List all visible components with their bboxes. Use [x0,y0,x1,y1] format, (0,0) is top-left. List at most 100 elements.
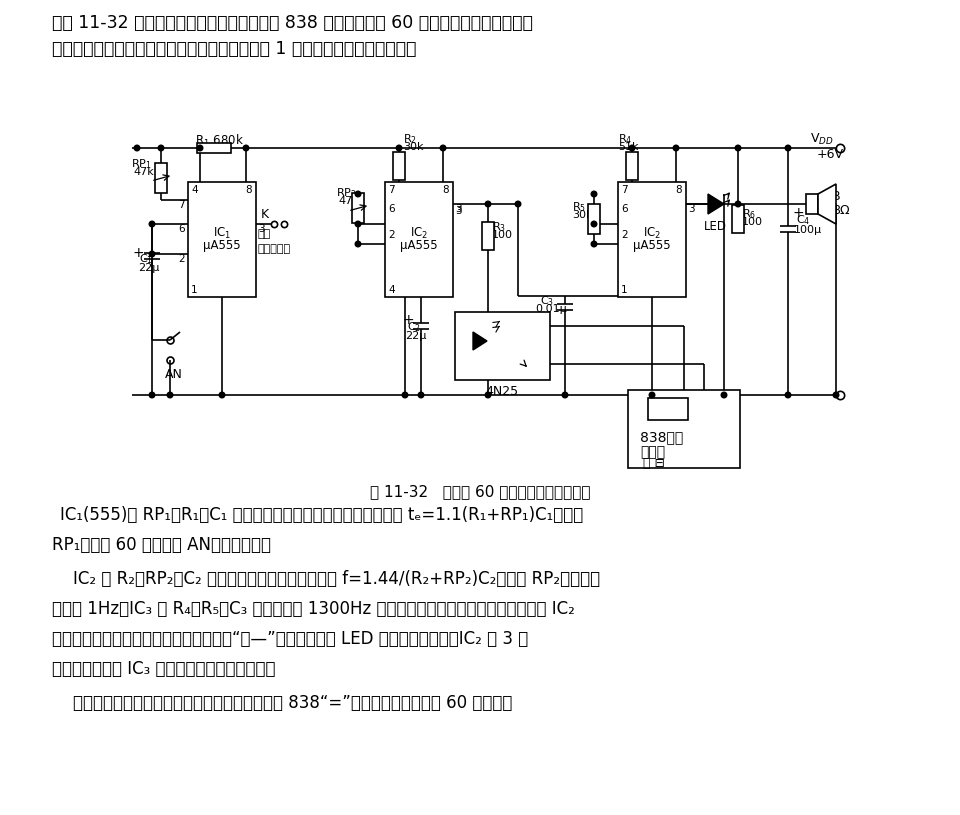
Bar [626,152,638,180]
Text: C$_4$: C$_4$ [796,213,810,227]
Bar [385,182,453,297]
Text: 3: 3 [688,204,695,214]
Text: 6: 6 [621,204,628,214]
Text: 47k: 47k [338,196,359,206]
Text: B: B [832,190,841,203]
Text: 器等号: 器等号 [640,445,665,459]
Circle shape [402,392,408,398]
Text: 4N25: 4N25 [486,385,518,398]
Circle shape [591,241,597,247]
Text: 3: 3 [455,206,462,216]
Text: R$_5$: R$_5$ [572,200,587,214]
Bar [628,390,740,468]
Text: 2: 2 [178,254,184,264]
Text: LED: LED [704,220,727,233]
Text: 3: 3 [258,224,265,234]
Circle shape [158,145,164,151]
Circle shape [149,221,155,227]
Text: R$_1$ 680k: R$_1$ 680k [195,133,244,149]
Text: 838计算: 838计算 [640,430,684,444]
Text: K: K [261,208,269,221]
Text: +6V: +6V [817,148,844,161]
Circle shape [516,201,520,207]
Text: 22μ: 22μ [138,263,159,273]
Text: V$_{DD}$: V$_{DD}$ [810,132,833,147]
Text: 100: 100 [492,230,513,240]
Circle shape [485,201,491,207]
Text: 键 ⊟: 键 ⊟ [643,457,665,470]
Text: 0.01μ: 0.01μ [535,304,566,314]
Text: 4: 4 [191,185,198,195]
Text: +: + [402,313,414,327]
Circle shape [673,145,679,151]
Text: 8Ω: 8Ω [832,204,850,217]
Circle shape [197,145,203,151]
Circle shape [785,392,791,398]
Text: 100μ: 100μ [794,225,822,235]
Circle shape [243,145,249,151]
Bar [197,143,231,153]
Bar [618,182,686,297]
Bar [482,222,494,250]
Circle shape [833,392,839,398]
Text: AN: AN [165,368,182,381]
Text: 1: 1 [191,285,198,295]
Circle shape [441,145,445,151]
Circle shape [419,392,423,398]
Bar [393,152,405,180]
Text: +: + [793,206,804,220]
Circle shape [355,241,361,247]
Text: 6: 6 [178,224,184,234]
Text: IC$_1$: IC$_1$ [213,226,231,240]
Text: 7: 7 [621,185,628,195]
Text: 长时间计时: 长时间计时 [258,244,291,254]
Text: R$_4$: R$_4$ [618,132,633,146]
Circle shape [355,221,361,227]
Text: C$_1$: C$_1$ [139,252,153,266]
Text: 定时: 定时 [258,229,272,239]
Text: IC$_2$: IC$_2$ [643,226,661,240]
Text: IC$_2$: IC$_2$ [410,226,428,240]
Circle shape [396,145,402,151]
Circle shape [563,392,567,398]
Circle shape [591,192,597,196]
Polygon shape [818,184,836,224]
Text: 图 11-32   竞赛用 60 秒声光数字计时器电路: 图 11-32 竞赛用 60 秒声光数字计时器电路 [370,484,590,499]
Text: 3: 3 [455,204,462,214]
Text: 7: 7 [388,185,395,195]
Text: 器、光电耦合器和音响电路组成。用于智力竞赛 1 分钟抢答计时或其他场合。: 器、光电耦合器和音响电路组成。用于智力竞赛 1 分钟抢答计时或其他场合。 [52,40,417,58]
Text: μA555: μA555 [400,240,438,253]
Text: μA555: μA555 [204,240,241,253]
Circle shape [149,251,155,257]
Circle shape [134,145,140,151]
Text: 100: 100 [742,217,763,227]
Text: 7: 7 [178,200,184,210]
Polygon shape [473,332,487,350]
Polygon shape [708,194,724,214]
Bar [352,193,364,223]
Circle shape [167,392,173,398]
Circle shape [649,392,655,398]
Text: +: + [133,246,145,260]
Bar [648,398,688,420]
Text: 22μ: 22μ [405,331,426,341]
Bar [806,194,818,214]
Circle shape [735,145,741,151]
Text: 6: 6 [388,204,395,214]
Circle shape [149,392,155,398]
Bar [732,205,744,233]
Circle shape [629,145,635,151]
Text: 每发出一个秒脉冲，光电耦合器对其耦合并加至 838“=”端，计数一次，直至 60 秒结束。: 每发出一个秒脉冲，光电耦合器对其耦合并加至 838“=”端，计数一次，直至 60… [52,694,513,712]
Circle shape [355,192,361,196]
Circle shape [219,392,225,398]
Text: μA555: μA555 [634,240,671,253]
Text: 2: 2 [621,230,628,240]
Text: 51k: 51k [618,142,638,152]
Text: RP$_1$: RP$_1$ [131,157,152,171]
Circle shape [591,221,597,227]
Text: C$_3$: C$_3$ [540,294,554,308]
Text: R$_3$: R$_3$ [492,220,506,234]
Text: IC₁(555)和 RP₁、R₁、C₁ 组成单稳定时电路，单稳态的暂稳时间 tₑ=1.1(R₁+RP₁)C₁，调节: IC₁(555)和 RP₁、R₁、C₁ 组成单稳定时电路，单稳态的暂稳时间 tₑ… [60,506,584,524]
Bar [155,163,167,193]
Bar [455,312,550,380]
